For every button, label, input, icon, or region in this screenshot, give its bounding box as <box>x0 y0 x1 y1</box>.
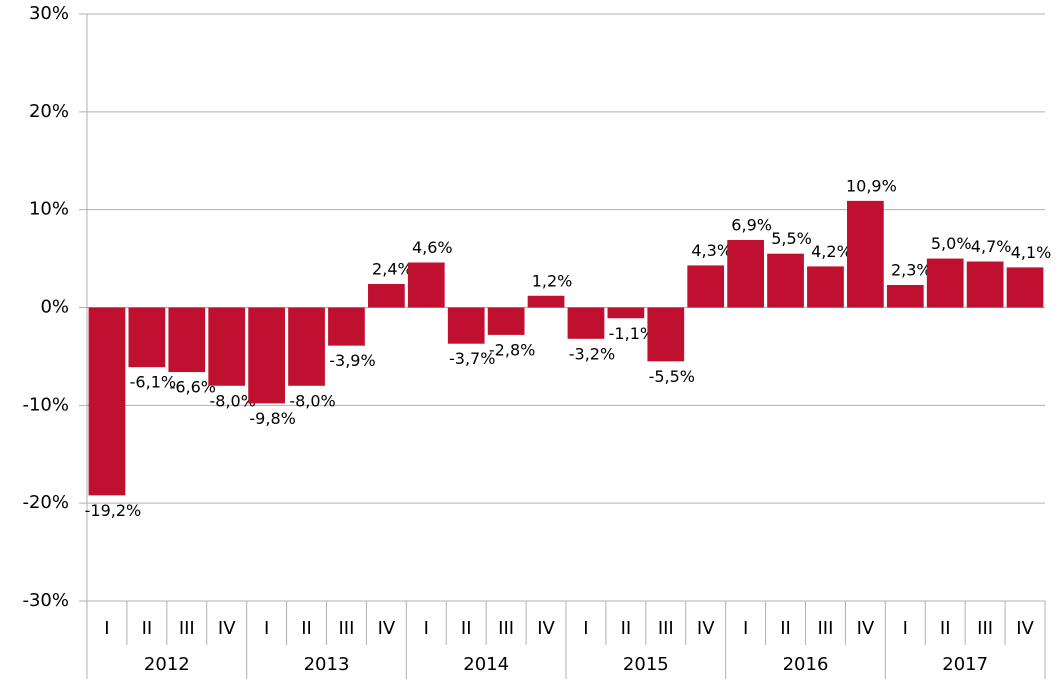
bar <box>727 239 764 308</box>
x-tick-label: IV <box>218 618 236 639</box>
data-label: 5,0% <box>931 234 972 253</box>
bar <box>966 261 1004 308</box>
bar <box>368 284 405 308</box>
bar <box>128 307 166 368</box>
x-tick-label: IV <box>1016 618 1034 639</box>
data-label: -3,7% <box>449 349 495 368</box>
x-tick-label: I <box>903 618 908 639</box>
x-tick-label: III <box>977 618 993 639</box>
x-tick-label: III <box>179 618 195 639</box>
y-tick-label: 20% <box>29 101 69 122</box>
x-tick-label: I <box>583 618 588 639</box>
bar <box>647 307 685 362</box>
x-tick-label: II <box>940 618 951 639</box>
bar <box>328 307 365 346</box>
group-label: 2016 <box>783 654 829 675</box>
data-label: -8,0% <box>209 391 255 410</box>
data-label: 6,9% <box>731 215 772 234</box>
group-label: 2017 <box>942 654 988 675</box>
x-tick-label: III <box>817 618 833 639</box>
data-label: -6,6% <box>170 378 216 397</box>
data-label: 4,2% <box>811 242 852 261</box>
data-label: -2,8% <box>489 340 535 359</box>
bar <box>527 295 565 308</box>
y-tick-label: 0% <box>40 297 69 318</box>
x-tick-label: I <box>424 618 429 639</box>
data-label: -6,1% <box>130 373 176 392</box>
bar <box>168 307 206 373</box>
bar <box>88 307 126 496</box>
bar <box>926 258 964 308</box>
x-tick-label: III <box>498 618 514 639</box>
x-tick-label: IV <box>857 618 875 639</box>
x-tick-label: III <box>338 618 354 639</box>
y-tick-label: -20% <box>22 492 69 513</box>
y-tick-label: -10% <box>22 394 69 415</box>
bar <box>607 307 645 319</box>
bar <box>447 307 485 344</box>
x-tick-label: III <box>658 618 674 639</box>
x-tick-label: II <box>301 618 312 639</box>
data-label: 1,2% <box>532 271 573 290</box>
data-label: -3,9% <box>329 351 375 370</box>
y-tick-label: 10% <box>29 199 69 220</box>
bar <box>807 266 844 308</box>
data-label: -1,1% <box>609 324 655 343</box>
x-tick-label: I <box>104 618 109 639</box>
bar <box>208 307 246 386</box>
data-label: 4,6% <box>412 238 453 257</box>
data-label: 4,3% <box>691 241 732 260</box>
x-tick-label: II <box>780 618 791 639</box>
x-tick-label: II <box>461 618 472 639</box>
data-label: -19,2% <box>85 501 142 520</box>
x-tick-label: II <box>621 618 632 639</box>
bar <box>767 253 804 308</box>
bar <box>407 262 445 308</box>
data-label: 2,3% <box>891 260 932 279</box>
x-tick-label: IV <box>697 618 715 639</box>
bar <box>1006 267 1044 308</box>
data-label: 2,4% <box>372 260 413 279</box>
y-tick-label: -30% <box>22 590 69 611</box>
data-label: -9,8% <box>249 409 295 428</box>
data-label: 5,5% <box>771 229 812 248</box>
bar <box>687 265 725 308</box>
x-tick-label: IV <box>378 618 396 639</box>
data-label: -8,0% <box>289 391 335 410</box>
data-label: 4,7% <box>971 237 1012 256</box>
group-label: 2012 <box>144 654 190 675</box>
group-label: 2013 <box>304 654 350 675</box>
group-label: 2015 <box>623 654 669 675</box>
group-label: 2014 <box>463 654 509 675</box>
x-tick-label: IV <box>537 618 555 639</box>
bar <box>567 307 605 339</box>
bar <box>487 307 525 335</box>
bar <box>886 284 924 308</box>
x-tick-label: I <box>743 618 748 639</box>
data-label: -5,5% <box>649 367 695 386</box>
data-label: 10,9% <box>846 176 897 195</box>
x-tick-label: II <box>142 618 153 639</box>
bar <box>248 307 285 404</box>
data-label: -3,2% <box>569 344 615 363</box>
bar <box>288 307 325 386</box>
bar <box>847 200 884 308</box>
y-tick-label: 30% <box>29 3 69 24</box>
x-tick-label: I <box>264 618 269 639</box>
data-label: 4,1% <box>1011 243 1052 262</box>
